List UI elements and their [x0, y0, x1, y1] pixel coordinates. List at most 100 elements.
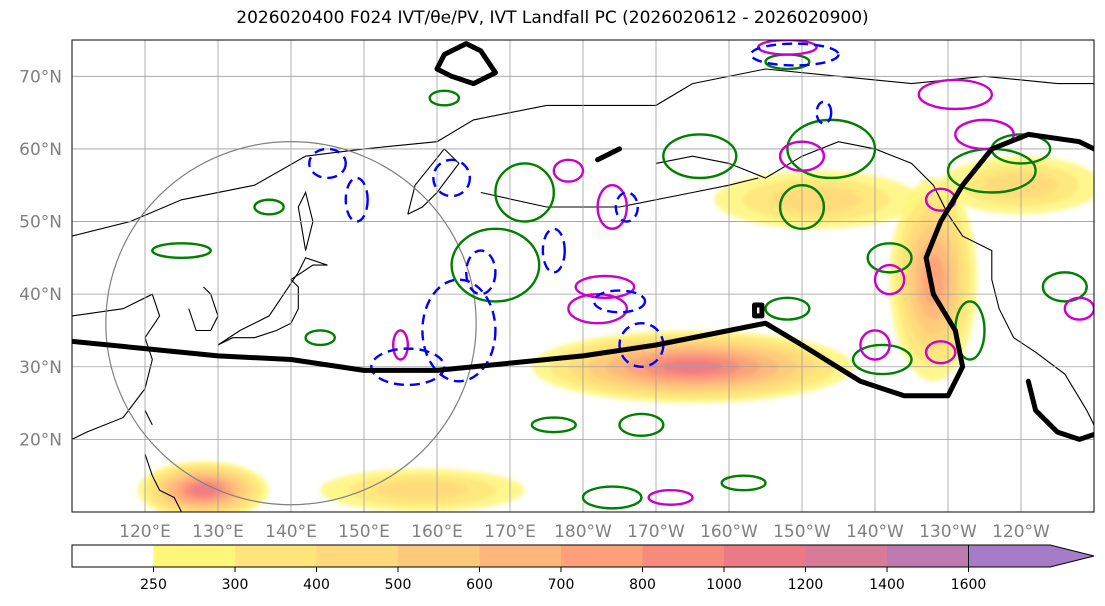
magenta-contour: [392, 329, 410, 361]
colorbar-tick-label: 800: [629, 577, 656, 593]
colorbar-bin: [479, 545, 562, 567]
landfall-pc-contour: [1025, 378, 1094, 442]
green-contour: [866, 242, 913, 274]
coastline: [188, 286, 219, 332]
coastline: [144, 453, 182, 512]
colorbar-tick-label: 1000: [706, 577, 742, 593]
colorbar-tick-label: 1400: [869, 577, 905, 593]
lon-tick-label: 160°E: [411, 522, 463, 542]
blue-dashed-contour: [421, 278, 497, 383]
colorbar: 250 300 400 500 600 700 800 1000 1200 1400 1600: [71, 544, 1095, 593]
colorbar-frame: [71, 544, 969, 568]
magenta-contour: [954, 118, 1015, 151]
colorbar-bin: [316, 545, 399, 567]
ivt-plume-level: [376, 480, 468, 500]
colorbar-bin: [153, 545, 236, 567]
colorbar-bin: [887, 545, 969, 567]
green-contour: [494, 162, 555, 223]
contour-layer: [72, 40, 1094, 510]
lat-tick-label: 50°N: [19, 213, 62, 233]
lon-tick-label: 170°E: [484, 522, 536, 542]
lon-tick-label: 180°W: [554, 522, 612, 542]
colorbar-bin: [398, 545, 480, 567]
blue-dashed-contour: [308, 147, 347, 180]
lat-tick-label: 40°N: [19, 285, 62, 305]
lon-tick-label: 120°W: [992, 522, 1050, 542]
lon-tick-label: 120°E: [119, 522, 171, 542]
ivt-plume-level: [771, 186, 863, 213]
lat-tick-label: 70°N: [19, 67, 62, 87]
colorbar-tick-label: 250: [140, 577, 167, 593]
coastline: [407, 148, 460, 215]
green-contour: [450, 227, 541, 303]
green-contour: [851, 343, 913, 376]
colorbar-tick-label: 400: [303, 577, 330, 593]
green-contour: [428, 89, 461, 107]
magenta-contour: [567, 292, 628, 325]
blue-dashed-contour: [749, 42, 840, 67]
colorbar-tick-label: 1600: [951, 577, 987, 593]
green-contour: [618, 412, 665, 437]
colorbar-tick-label: 700: [548, 577, 575, 593]
ivt-plume-level: [191, 484, 216, 496]
lon-tick-label: 160°W: [700, 522, 758, 542]
lat-tick-label: 30°N: [19, 358, 62, 378]
green-contour: [1041, 271, 1088, 303]
blue-dashed-contour: [432, 158, 472, 198]
green-contour: [662, 133, 738, 180]
blue-dashed-contour: [541, 227, 566, 274]
map-frame: [71, 39, 1095, 513]
landfall-pc-contour: [752, 302, 765, 319]
colorbar-tick-label: 600: [466, 577, 493, 593]
magenta-contour: [917, 78, 993, 111]
lat-tick-label: 20°N: [19, 430, 62, 450]
colorbar-tick-label: 300: [222, 577, 249, 593]
magenta-contour: [1063, 296, 1094, 321]
magenta-contour: [596, 184, 629, 231]
green-contour: [253, 198, 285, 216]
ivt-fill-layer: [137, 156, 1094, 512]
lat-tick-label: 60°N: [19, 140, 62, 160]
chart-title: 2026020400 F024 IVT/θe/PV, IVT Landfall …: [236, 8, 869, 28]
colorbar-tick-label: 500: [385, 577, 412, 593]
lon-tick-label: 150°W: [773, 522, 831, 542]
magenta-contour: [859, 329, 891, 361]
magenta-contour: [873, 263, 906, 296]
colorbar-tick-label: 1200: [788, 577, 824, 593]
green-contour: [778, 184, 826, 231]
blue-dashed-contour: [464, 249, 497, 296]
lon-tick-label: 140°W: [846, 522, 904, 542]
green-contour: [304, 329, 337, 347]
lon-tick-label: 140°E: [265, 522, 317, 542]
magenta-contour: [924, 340, 957, 365]
colorbar-bin: [805, 545, 888, 567]
lon-tick-label: 130°W: [919, 522, 977, 542]
blue-dashed-contour: [614, 191, 639, 223]
magenta-contour: [552, 158, 585, 183]
landfall-pc-contour: [434, 41, 498, 87]
lon-tick-label: 170°W: [627, 522, 685, 542]
landfall-pc-contour: [72, 131, 1094, 399]
green-contour: [530, 416, 577, 434]
landfall-pc-contour: [595, 146, 622, 163]
green-contour: [151, 242, 212, 260]
colorbar-bin: [72, 545, 154, 567]
lon-tick-label: 150°E: [338, 522, 390, 542]
magenta-contour: [647, 489, 694, 506]
magenta-contour: [778, 140, 826, 172]
coastline: [217, 257, 328, 346]
colorbar-bin: [235, 545, 317, 567]
blue-dashed-contour: [370, 347, 446, 387]
blue-dashed-contour: [815, 100, 833, 125]
blue-dashed-contour: [592, 289, 647, 314]
green-contour: [764, 296, 811, 321]
green-contour: [720, 474, 767, 492]
colorbar-extend-arrow: [968, 544, 1095, 568]
colorbar-bin: [642, 545, 725, 567]
blue-dashed-contour: [344, 176, 369, 223]
green-contour: [786, 118, 877, 180]
colorbar-bin: [561, 545, 643, 567]
green-contour: [581, 485, 643, 510]
colorbar-bin: [724, 545, 806, 567]
